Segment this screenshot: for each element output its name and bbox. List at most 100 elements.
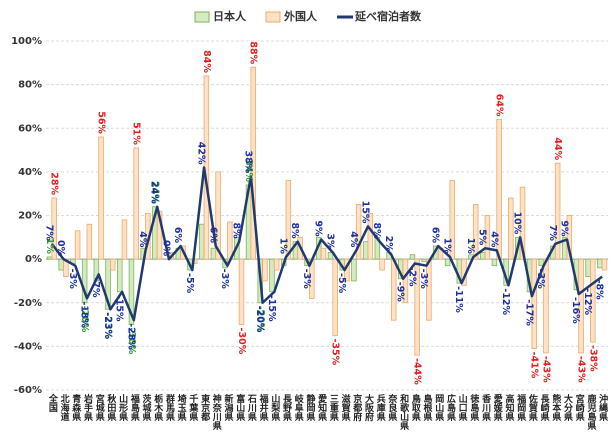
- bar: [597, 258, 603, 269]
- data-label: 9%: [559, 220, 570, 237]
- x-tick-label: 富山県: [234, 393, 245, 422]
- bar: [472, 204, 479, 260]
- data-label: -8%: [594, 280, 605, 301]
- data-label: 8%: [231, 223, 242, 240]
- data-label: 1%: [441, 238, 452, 255]
- bar: [81, 258, 88, 304]
- data-label: 44%: [552, 137, 563, 160]
- x-tick-label: 山口県: [457, 393, 468, 422]
- bar: [273, 258, 280, 271]
- data-label: -23%: [102, 312, 113, 339]
- data-label: -9%: [395, 282, 406, 303]
- x-tick-label: 神奈川県: [211, 393, 223, 431]
- data-label: -20%: [254, 306, 265, 333]
- data-label: 8%: [371, 223, 382, 240]
- x-tick-label: 東京都: [199, 393, 211, 422]
- data-label: 1%: [465, 238, 476, 255]
- line: [50, 166, 603, 322]
- y-tick-label: 0%: [25, 254, 42, 265]
- x-tick-label: 奈良県: [386, 393, 398, 422]
- x-tick-label: 静岡県: [304, 393, 315, 422]
- data-label: 64%: [494, 94, 505, 117]
- x-tick-label: 宮城県: [94, 393, 105, 422]
- y-tick-label: -60%: [14, 385, 42, 396]
- bar: [332, 258, 338, 336]
- data-label: -3%: [535, 269, 546, 290]
- bar: [409, 254, 416, 260]
- bar: [105, 258, 111, 310]
- data-label: -12%: [500, 288, 511, 315]
- x-tick-label: 岡山県: [433, 394, 444, 422]
- bar: [379, 258, 385, 271]
- x-tick-label: 徳島県: [468, 393, 480, 422]
- bar: [491, 258, 498, 267]
- data-label: -30%: [236, 328, 247, 355]
- x-tick-label: 鳥取県: [410, 393, 421, 422]
- x-tick-label: 滋賀県: [340, 393, 352, 422]
- bar: [198, 223, 205, 260]
- bar: [262, 258, 268, 282]
- x-tick-label: 大阪府: [363, 393, 374, 422]
- data-label: -3%: [301, 269, 312, 290]
- x-tick-label: 全国: [47, 393, 59, 413]
- x-tick-label: 愛媛県: [492, 393, 504, 422]
- x-tick-label: 三重県: [328, 394, 339, 422]
- data-label: 38%: [242, 150, 253, 173]
- bar: [585, 258, 591, 277]
- x-tick-label: 大分県: [562, 393, 573, 422]
- bar: [210, 247, 217, 260]
- bar: [327, 252, 334, 260]
- data-label: 6%: [172, 227, 183, 244]
- bar: [269, 258, 275, 293]
- x-tick-label: 鹿児島県: [585, 393, 597, 431]
- x-tick-label: 岩手県: [82, 393, 94, 422]
- x-tick-label: 山梨県: [269, 393, 281, 422]
- data-label: -12%: [582, 288, 593, 315]
- y-tick-label: 80%: [18, 80, 42, 91]
- bar: [351, 258, 357, 282]
- data-label: -15%: [114, 295, 125, 322]
- bar: [117, 258, 123, 293]
- bar: [519, 186, 526, 260]
- y-tick-label: -40%: [14, 341, 42, 352]
- x-tick-label: 宮崎県: [574, 393, 585, 422]
- data-label: -20%: [255, 306, 266, 333]
- data-label: -43%: [576, 356, 587, 383]
- bar: [508, 197, 514, 260]
- bar: [250, 66, 256, 260]
- bar: [133, 147, 139, 260]
- bar: [109, 258, 116, 271]
- bar: [578, 258, 584, 354]
- x-tick-label: 青森県: [70, 393, 81, 422]
- x-tick-label: 熊本県: [550, 393, 561, 422]
- x-tick-label: 岐阜県: [293, 393, 304, 422]
- data-label: -5%: [184, 273, 195, 294]
- data-label: 4%: [488, 231, 499, 248]
- data-label: 24%: [149, 181, 160, 204]
- y-tick-label: 100%: [11, 36, 42, 47]
- data-label: 0%: [160, 240, 171, 257]
- legend-swatch: [265, 11, 281, 23]
- data-label: 4%: [137, 231, 148, 248]
- data-label: 7%: [547, 225, 558, 242]
- data-label: -41%: [529, 352, 540, 379]
- data-label: -44%: [412, 358, 423, 385]
- bar: [215, 171, 221, 260]
- bar: [74, 230, 81, 260]
- data-label: 5%: [477, 229, 488, 246]
- data-label: 6%: [207, 227, 218, 244]
- x-tick-label: 島根県: [422, 393, 433, 422]
- legend-label: 延べ宿泊者数: [354, 9, 422, 23]
- x-tick-label: 福島県: [129, 393, 141, 422]
- bar: [590, 258, 596, 343]
- bar: [479, 252, 486, 260]
- x-tick-label: 新潟県: [222, 393, 233, 422]
- legend-swatch: [194, 11, 210, 23]
- bar: [86, 223, 93, 260]
- x-tick-label: 佐賀県: [527, 393, 539, 422]
- y-tick-label: 40%: [18, 167, 42, 178]
- data-label: -7%: [90, 277, 101, 298]
- y-tick-label: 60%: [18, 123, 42, 134]
- bar: [320, 247, 327, 260]
- data-label: 24%: [149, 181, 160, 204]
